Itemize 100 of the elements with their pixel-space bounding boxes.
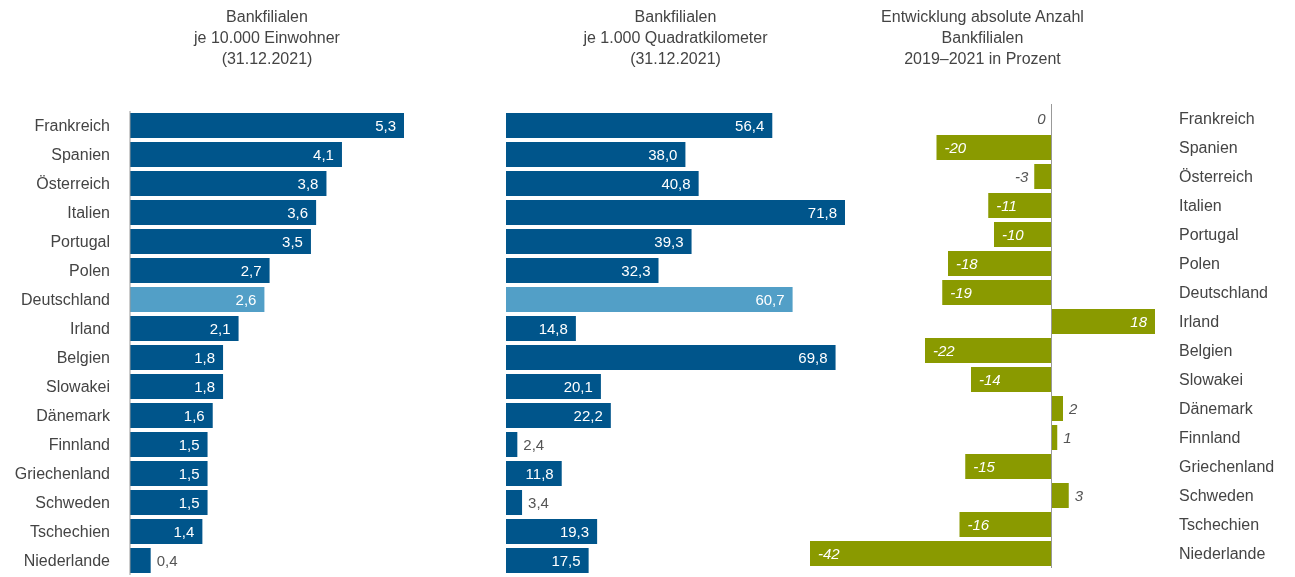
data-label: 5,3 [375, 116, 396, 134]
data-label: 4,1 [313, 145, 334, 163]
y-tick-label: Schweden [35, 494, 110, 512]
data-label: -14 [979, 370, 1001, 388]
y-tick-label: Deutschland [21, 291, 110, 309]
data-label: 19,3 [559, 522, 590, 540]
data-label: 2,4 [523, 435, 545, 453]
bar [506, 432, 518, 457]
data-label: 17,5 [551, 551, 581, 569]
data-label: 3,5 [282, 232, 303, 250]
y-tick-label: Slowakei [45, 378, 110, 396]
bar [506, 519, 598, 544]
data-label: 3 [1074, 486, 1084, 504]
bar [1034, 164, 1052, 189]
bar [959, 512, 1052, 537]
data-label: 3,8 [297, 174, 319, 192]
data-label: 71,8 [807, 203, 837, 221]
bar [130, 403, 213, 428]
bar [130, 171, 327, 196]
data-label: -15 [973, 457, 996, 475]
data-label: 2,1 [209, 319, 231, 337]
y-tick-label: Finnland [48, 436, 110, 454]
data-label: 1,8 [194, 377, 216, 395]
data-label: 1,5 [178, 435, 200, 453]
bar [948, 251, 1052, 276]
y-tick-label: Irland [1179, 313, 1220, 331]
data-label: -16 [967, 515, 990, 533]
data-label: 39,3 [654, 232, 684, 250]
bar [506, 548, 589, 573]
bar [506, 490, 523, 515]
data-label: 56,4 [735, 116, 765, 134]
data-label: 22,2 [573, 406, 603, 424]
bar [506, 374, 601, 399]
bar [130, 287, 265, 312]
bar [506, 200, 845, 225]
bar [506, 345, 836, 370]
y-tick-label: Österreich [1179, 168, 1253, 186]
bar [994, 222, 1052, 247]
bar [130, 461, 208, 486]
bar [506, 142, 686, 167]
bar [130, 229, 311, 254]
data-label: 2,7 [240, 261, 262, 279]
bar [1051, 309, 1155, 334]
data-label: 1,5 [178, 464, 200, 482]
y-tick-label: Niederlande [23, 552, 111, 570]
y-tick-label: Tschechien [29, 523, 110, 541]
data-label: 38,0 [648, 145, 678, 163]
data-label: 1 [1063, 428, 1072, 446]
data-label: 0,4 [156, 551, 178, 569]
bar [506, 113, 773, 138]
bar [506, 316, 576, 341]
data-label: 18 [1130, 312, 1148, 330]
bar [506, 287, 793, 312]
data-label: 1,6 [183, 406, 205, 424]
data-label: -42 [818, 544, 841, 562]
y-tick-label: Spanien [51, 146, 110, 164]
bar [130, 113, 404, 138]
y-tick-label: Dänemark [1179, 400, 1254, 418]
data-label: -11 [996, 196, 1017, 214]
y-tick-label: Frankreich [34, 117, 110, 135]
bar [506, 258, 659, 283]
bar [971, 367, 1052, 392]
bar [130, 316, 239, 341]
bar [130, 548, 151, 573]
y-tick-label: Portugal [1179, 226, 1239, 244]
data-label: -22 [933, 341, 956, 359]
bar [965, 454, 1052, 479]
bar [506, 229, 692, 254]
data-label: -10 [1002, 225, 1025, 243]
data-label: 2 [1068, 399, 1078, 417]
data-label: 1,8 [194, 348, 216, 366]
y-tick-label: Schweden [1179, 487, 1254, 505]
bar [1051, 396, 1063, 421]
y-tick-label: Griechenland [14, 465, 110, 483]
y-tick-label: Belgien [1179, 342, 1233, 360]
data-label: 20,1 [563, 377, 593, 395]
y-tick-label: Finnland [1179, 429, 1241, 447]
bar [130, 345, 224, 370]
y-tick-label: Spanien [1179, 139, 1238, 157]
data-label: 3,4 [528, 493, 549, 511]
y-tick-label: Polen [1179, 255, 1220, 273]
data-label: 32,3 [621, 261, 651, 279]
bar [130, 490, 208, 515]
bar [130, 519, 203, 544]
bar [988, 193, 1052, 218]
y-tick-label: Österreich [36, 175, 110, 193]
y-tick-label: Niederlande [1179, 545, 1266, 563]
bar [130, 374, 224, 399]
y-tick-label: Griechenland [1179, 458, 1275, 476]
data-label: 60,7 [755, 290, 785, 308]
data-label: 3,6 [287, 203, 309, 221]
data-label: -18 [956, 254, 979, 272]
y-tick-label: Frankreich [1179, 110, 1255, 128]
bar [936, 135, 1052, 160]
chart-title: Bankfilialen je 10.000 Einwohner (31.12.2021) [192, 7, 341, 69]
y-tick-label: Deutschland [1179, 284, 1268, 302]
y-tick-label: Slowakei [1179, 371, 1244, 389]
bar [925, 338, 1052, 363]
data-label: 2,6 [235, 290, 257, 308]
y-tick-label: Irland [69, 320, 110, 338]
